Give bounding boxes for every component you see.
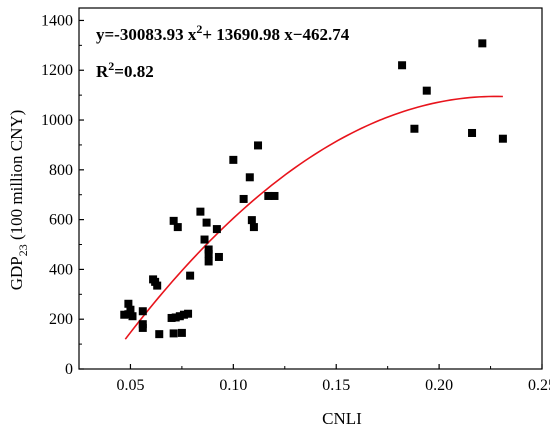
x-tick-label: 0.25 (528, 377, 550, 394)
y-tick-label: 1400 (41, 12, 73, 29)
data-point (128, 312, 137, 321)
data-point (186, 271, 195, 280)
data-points (120, 39, 507, 339)
data-point (120, 310, 129, 319)
y-tick-label: 0 (65, 361, 73, 378)
y-tick-label: 200 (49, 311, 73, 328)
data-point (126, 305, 135, 314)
data-point (204, 245, 213, 254)
data-point (468, 128, 477, 137)
data-point (247, 216, 256, 225)
x-tick-label: 0.15 (322, 377, 350, 394)
data-point (171, 313, 180, 322)
data-point (153, 281, 162, 290)
r-squared-superscript: 2 (108, 59, 114, 73)
data-point (498, 134, 507, 143)
plot-border (78, 7, 543, 370)
data-point (204, 249, 213, 258)
data-point (184, 309, 193, 318)
data-point (202, 218, 211, 227)
r-squared-label: R2=0.82 (96, 59, 154, 81)
data-point (124, 299, 133, 308)
equation-prefix: y=-30083.93 x (96, 25, 197, 44)
x-tick-label: 0.10 (219, 377, 247, 394)
y-tick-label: 600 (49, 212, 73, 229)
data-point (169, 216, 178, 225)
data-point (204, 257, 213, 266)
data-point (254, 141, 263, 150)
data-point (175, 312, 184, 321)
x-axis-ticks: 0.05 0.10 0.15 0.20 0.25 (116, 364, 550, 394)
data-point (270, 191, 279, 200)
y-axis-title-subscript: 23 (16, 244, 30, 256)
y-tick-label: 1000 (41, 112, 73, 129)
y-axis-title-main: GDP (7, 256, 26, 290)
y-tick-label: 800 (49, 162, 73, 179)
y-tick-label: 400 (49, 261, 73, 278)
data-point (138, 323, 147, 332)
data-point (398, 61, 407, 70)
y-axis-ticks: 0 200 400 600 800 1000 1200 1400 (41, 12, 84, 378)
equation-superscript: 2 (196, 22, 202, 36)
data-point (245, 173, 254, 182)
data-point (173, 223, 182, 232)
r-squared-prefix: R (96, 62, 109, 81)
data-point (229, 155, 238, 164)
data-point (167, 313, 176, 322)
data-point (214, 252, 223, 261)
data-point (422, 86, 431, 95)
plot-frame (78, 7, 543, 370)
y-tick-label: 1200 (41, 62, 73, 79)
fit-curve-layer (124, 95, 503, 340)
x-axis-title: CNLI (322, 409, 362, 428)
y-axis-title-unit: (100 million CNY) (7, 110, 26, 245)
regression-equation: y=-30083.93 x2+ 13690.98 x−462.74 (96, 22, 350, 44)
data-point (410, 124, 419, 133)
data-point (169, 329, 178, 338)
data-point (200, 235, 209, 244)
data-point (155, 330, 164, 339)
equation-suffix: + 13690.98 x−462.74 (202, 25, 349, 44)
data-point (124, 310, 133, 319)
r-squared-suffix: =0.82 (114, 62, 153, 81)
y-axis-title: GDP23 (100 million CNY) (7, 110, 30, 291)
data-point (196, 207, 205, 216)
data-point (179, 310, 188, 319)
x-tick-label: 0.05 (116, 377, 144, 394)
x-tick-label: 0.20 (425, 377, 453, 394)
data-point (249, 223, 258, 232)
data-point (239, 194, 248, 203)
fit-curve (124, 95, 503, 340)
data-point (212, 225, 221, 234)
data-point (264, 191, 273, 200)
data-point (177, 328, 186, 337)
data-point (138, 307, 147, 316)
data-point (478, 39, 487, 48)
